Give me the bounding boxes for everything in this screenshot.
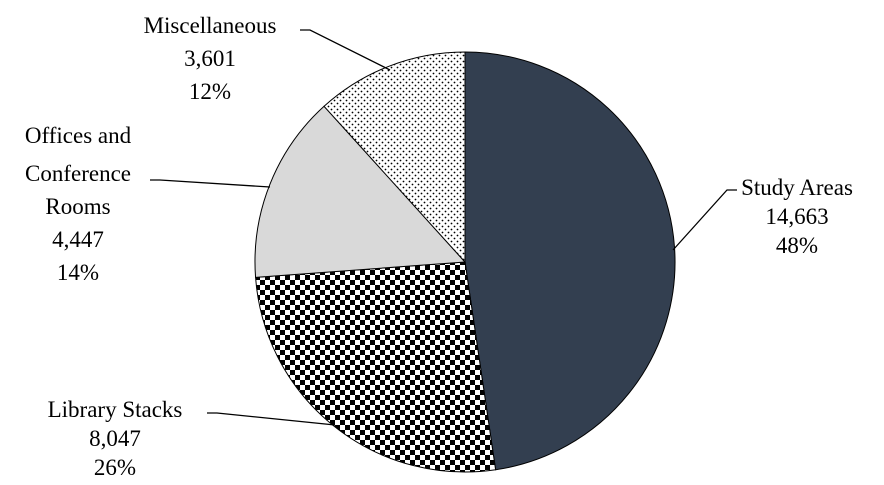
label-offices-line-1: Offices and — [25, 123, 132, 148]
slice-label-offices: Offices and Conference Rooms 4,447 14% — [25, 123, 132, 285]
value-offices: 4,447 — [52, 227, 104, 252]
label-library-stacks: Library Stacks — [48, 397, 183, 422]
pie-slice-miscellaneous — [323, 51, 466, 264]
label-offices-line-2: Conference — [25, 161, 131, 186]
slice-label-study-areas: Study Areas 14,663 48% — [741, 175, 853, 258]
percent-offices: 14% — [57, 260, 99, 285]
percent-library-stacks: 26% — [94, 455, 136, 480]
slice-label-library-stacks: Library Stacks 8,047 26% — [48, 397, 183, 480]
pie-slices — [254, 51, 676, 473]
label-study-areas: Study Areas — [741, 175, 853, 200]
leader-line-library-stacks — [207, 412, 336, 426]
label-offices-line-3: Rooms — [45, 194, 110, 219]
pie-slice-offices-and-conference-rooms — [254, 105, 467, 278]
pie-slice-study-areas — [464, 51, 676, 471]
leader-line-miscellaneous — [300, 29, 391, 71]
percent-miscellaneous: 12% — [189, 79, 231, 104]
leader-lines — [150, 29, 737, 426]
pie-slice-library-stacks — [255, 261, 497, 473]
leader-line-study-areas — [672, 189, 737, 251]
slice-label-miscellaneous: Miscellaneous 3,601 12% — [144, 13, 277, 104]
value-miscellaneous: 3,601 — [184, 46, 236, 71]
leader-line-offices — [150, 179, 271, 188]
value-library-stacks: 8,047 — [89, 426, 141, 451]
percent-study-areas: 48% — [776, 233, 818, 258]
label-miscellaneous: Miscellaneous — [144, 13, 277, 38]
value-study-areas: 14,663 — [765, 204, 828, 229]
